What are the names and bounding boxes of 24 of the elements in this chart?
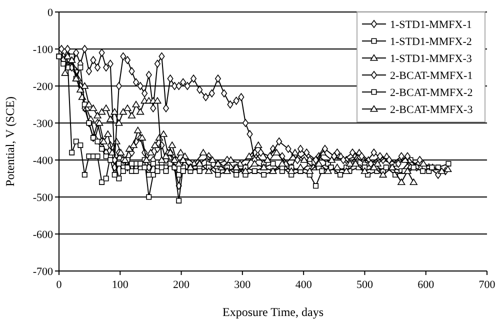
legend-label: 1-STD1-MMFX-2 [390,36,472,48]
x-tick-label: 600 [418,279,435,291]
y-tick-label: -100 [32,44,54,56]
x-tick-label: 200 [173,279,190,291]
legend-label: 1-STD1-MMFX-3 [390,53,472,65]
x-tick-label: 0 [56,279,62,291]
x-tick-label: 700 [478,279,496,291]
y-axis-title: Potential, V (SCE) [3,96,17,186]
legend-label: 2-BCAT-MMFX-3 [390,104,474,116]
y-tick-label: -600 [32,229,54,241]
x-tick-label: 500 [356,279,374,291]
y-tick-label: -700 [32,266,54,278]
x-tick-label: 400 [295,279,312,291]
x-axis-title: Exposure Time, days [222,305,324,319]
y-tick-label: -400 [32,155,54,167]
y-tick-label: -300 [32,118,54,130]
x-tick-label: 100 [112,279,129,291]
x-tick-label: 300 [234,279,252,291]
y-tick-label: -200 [32,81,54,93]
y-tick-label: -500 [32,192,54,204]
legend-label: 2-BCAT-MMFX-2 [390,87,473,99]
legend-label: 1-STD1-MMFX-1 [390,19,472,31]
y-tick-label: 0 [48,7,54,19]
legend-label: 2-BCAT-MMFX-1 [390,70,473,82]
